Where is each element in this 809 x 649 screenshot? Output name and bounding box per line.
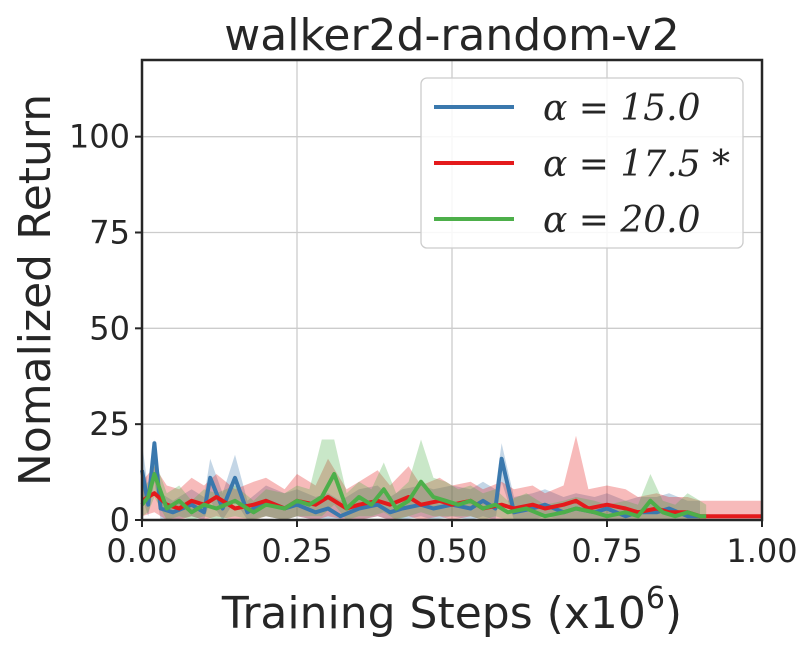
y-tick-label-2: 50 bbox=[89, 309, 130, 347]
x-axis-label-sup: 6 bbox=[646, 581, 665, 616]
legend: α = 15.0 α = 17.5 * α = 20.0 bbox=[420, 77, 744, 249]
x-axis-label-close: ) bbox=[665, 588, 682, 639]
y-ticks: 0 25 50 75 100 bbox=[69, 118, 142, 539]
x-tick-label-4: 1.00 bbox=[726, 532, 797, 570]
legend-label-1: α = 17.5 * bbox=[543, 144, 730, 185]
legend-label-2: α = 20.0 bbox=[543, 200, 701, 241]
y-axis-label: Nomalized Return bbox=[10, 94, 61, 486]
legend-box bbox=[420, 77, 744, 249]
y-tick-label-4: 100 bbox=[69, 118, 130, 156]
x-tick-label-3: 0.75 bbox=[571, 532, 642, 570]
x-ticks: 0.00 0.25 0.50 0.75 1.00 bbox=[106, 520, 798, 570]
x-tick-label-0: 0.00 bbox=[106, 532, 177, 570]
legend-label-0: α = 15.0 bbox=[543, 88, 701, 129]
series-2-line bbox=[140, 472, 707, 519]
series-2-band bbox=[142, 439, 707, 520]
series-0-line bbox=[140, 441, 700, 519]
y-tick-label-3: 75 bbox=[89, 214, 130, 252]
y-tick-label-1: 25 bbox=[89, 405, 130, 443]
x-tick-label-1: 0.25 bbox=[261, 532, 332, 570]
x-axis-label: Training Steps (x106) bbox=[221, 581, 682, 639]
x-axis-label-main: Training Steps (x10 bbox=[221, 588, 646, 639]
series-0-band bbox=[142, 439, 700, 520]
y-tick-label-0: 0 bbox=[110, 501, 130, 539]
x-tick-label-2: 0.50 bbox=[416, 532, 487, 570]
series-lines bbox=[140, 441, 762, 519]
chart-title: walker2d-random-v2 bbox=[224, 10, 679, 61]
